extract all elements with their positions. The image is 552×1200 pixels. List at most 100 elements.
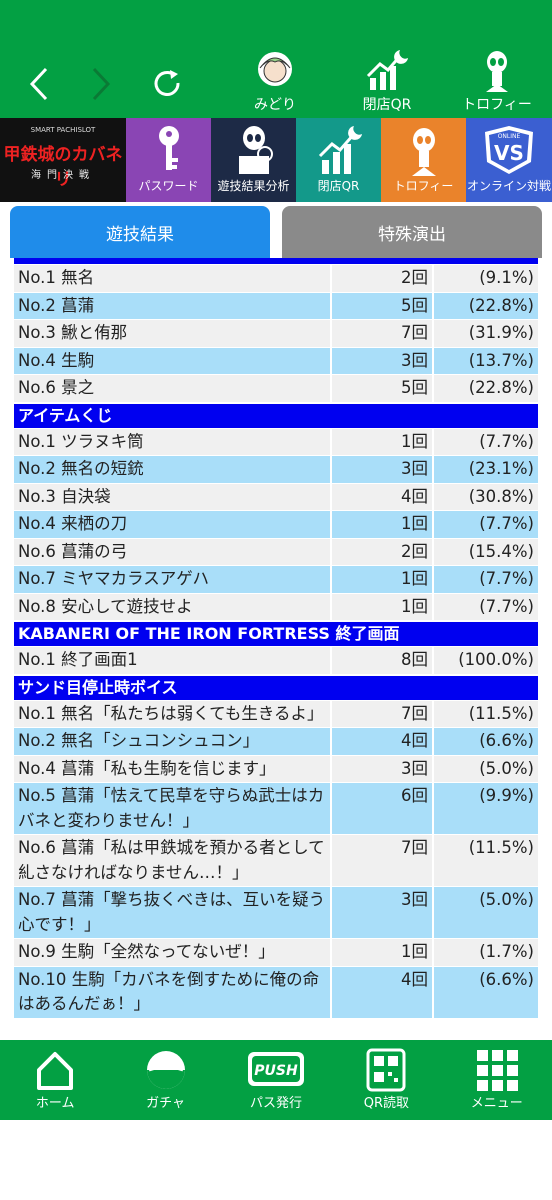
item-name: No.8 安心して遊技せよ [18, 596, 193, 616]
item-name: No.6 菖蒲「私は甲鉄城を預かる者として糺さなければなりません…！」 [18, 838, 325, 882]
count: 7回 [330, 320, 432, 347]
tile-label: パスワード [138, 179, 199, 193]
percentage: (7.7%) [432, 428, 538, 455]
nav-qr[interactable]: QR読取 [331, 1040, 441, 1120]
nav-midori[interactable]: みどり [230, 48, 320, 114]
nav-label: ホーム [35, 1096, 75, 1111]
nav-label: トロフィー [462, 97, 532, 113]
logo-subtitle: 海門決戦 [31, 170, 95, 181]
count: 3回 [330, 887, 432, 938]
result-row: No.1 無名「私たちは弱くても生きるよ」 7回 (11.5%) [14, 699, 538, 727]
tab-inactive[interactable]: 特殊演出 [282, 206, 542, 258]
nav-closing-qr[interactable]: 閉店QR [342, 48, 432, 114]
result-row: No.6 菖蒲「私は甲鉄城を預かる者として糺さなければなりません…！」 7回 (11… [14, 834, 538, 886]
back-button[interactable] [26, 66, 52, 102]
section-header: KABANERI OF THE IRON FORTRESS 終了画面 [14, 622, 538, 646]
percentage: (100.0%) [432, 647, 538, 674]
percentage: (7.7%) [432, 593, 538, 620]
push-icon-text: PUSH [254, 1063, 298, 1079]
result-row: No.10 生駒「カバネを倒すために俺の命はあるんだぁ！」 4回 (6.6%) [14, 965, 538, 1018]
percentage: (31.9%) [432, 320, 538, 347]
percentage: (11.5%) [432, 700, 538, 727]
count: 2回 [330, 265, 432, 292]
item-name: No.4 生駒 [18, 350, 95, 370]
count: 2回 [330, 538, 432, 565]
count: 8回 [330, 647, 432, 674]
nav-gacha[interactable]: ガチャ [110, 1040, 220, 1120]
item-name: No.1 無名 [18, 268, 95, 287]
nav-label: ガチャ [146, 1096, 186, 1111]
count: 7回 [330, 700, 432, 727]
count: 5回 [330, 292, 432, 319]
nav-trophy[interactable]: トロフィー [452, 48, 542, 114]
tile-label: トロフィー [393, 179, 454, 193]
result-table: No.1 無名 2回 (9.1%) No.2 菖蒲 5回 (22.8%) No.3 鰍と侑那… [14, 258, 538, 1018]
item-name: No.7 菖蒲「撃ち抜くべきは、互いを疑う心です！」 [18, 890, 326, 934]
nav-home[interactable]: ホーム [0, 1040, 110, 1120]
result-row: No.5 菖蒲「怯えて民草を守らぬ武士はカバネと変わりません！」 6回 (9.9%) [14, 782, 538, 834]
nav-menu[interactable]: メニュー [442, 1040, 552, 1120]
result-row: No.6 景之 5回 (22.8%) [14, 374, 538, 402]
percentage: (9.1%) [432, 265, 538, 292]
item-name: No.2 無名「シュコンシュコン」 [18, 731, 260, 750]
count: 1回 [330, 428, 432, 455]
tile-label: 閉店QR [317, 179, 360, 193]
count: 4回 [330, 483, 432, 510]
item-name: No.10 生駒「カバネを倒すために俺の命はあるんだぁ！」 [18, 969, 320, 1014]
item-name: No.2 無名の短銃 [18, 459, 144, 478]
nav-label: 閉店QR [362, 97, 412, 113]
logo-title: 甲鉄城のカバネリ [3, 145, 123, 190]
item-name: No.6 景之 [18, 378, 95, 397]
vs-main: VS [494, 141, 524, 165]
top-bar: みどり 閉店QR トロフィー [0, 0, 552, 118]
item-name: No.4 来栖の刀 [18, 514, 128, 533]
item-name: No.2 菖蒲 [18, 295, 95, 315]
count: 1回 [330, 511, 432, 538]
count: 1回 [330, 939, 432, 966]
tile-label: オンライン対戦 [466, 179, 551, 193]
percentage: (6.6%) [432, 966, 538, 1018]
game-logo[interactable]: SMART PACHISLOT 甲鉄城のカバネリ 海門決戦 [0, 118, 126, 202]
percentage: (11.5%) [432, 835, 538, 886]
tab-active[interactable]: 遊技結果 [10, 206, 270, 258]
item-name: No.3 鰍と侑那 [18, 323, 128, 342]
percentage: (1.7%) [432, 939, 538, 966]
tile-analysis[interactable]: 遊技結果分析 [211, 118, 296, 202]
percentage: (22.8%) [432, 375, 538, 402]
reload-button[interactable] [152, 68, 182, 98]
section-header-cut [14, 258, 538, 264]
percentage: (7.7%) [432, 566, 538, 593]
result-row: No.3 鰍と侑那 7回 (31.9%) [14, 319, 538, 347]
result-row: No.7 ミヤマカラスアゲハ 1回 (7.7%) [14, 565, 538, 593]
nav-label: QR読取 [363, 1096, 409, 1111]
result-row: No.1 無名 2回 (9.1%) [14, 264, 538, 292]
count: 3回 [330, 755, 432, 782]
percentage: (9.9%) [432, 783, 538, 834]
item-name: No.3 自決袋 [18, 486, 111, 506]
count: 7回 [330, 835, 432, 886]
tile-online[interactable]: ONLINE VS オンライン対戦 [466, 118, 552, 202]
result-row: No.4 菖蒲「私も生駒を信じます」 3回 (5.0%) [14, 754, 538, 782]
forward-button[interactable] [88, 66, 114, 102]
item-name: No.9 生駒「全然なってないぜ！」 [18, 942, 275, 961]
percentage: (23.1%) [432, 456, 538, 483]
tab-bar: 遊技結果 特殊演出 [0, 202, 552, 258]
item-name: No.6 菖蒲の弓 [18, 541, 128, 561]
percentage: (13.7%) [432, 347, 538, 374]
nav-label: メニュー [470, 1096, 523, 1111]
result-row: No.4 来栖の刀 1回 (7.7%) [14, 510, 538, 538]
vs-top: ONLINE [498, 133, 521, 140]
item-name: No.7 ミヤマカラスアゲハ [18, 569, 209, 588]
nav-pass[interactable]: PUSH パス発行 [221, 1040, 331, 1120]
item-name: No.4 菖蒲「私も生駒を信じます」 [18, 758, 276, 778]
result-list: No.1 無名 2回 (9.1%) No.2 菖蒲 5回 (22.8%) No.3 鰍と侑那… [0, 258, 552, 1040]
tile-closing-qr[interactable]: 閉店QR [296, 118, 381, 202]
result-row: No.4 生駒 3回 (13.7%) [14, 346, 538, 374]
count: 6回 [330, 783, 432, 834]
percentage: (6.6%) [432, 728, 538, 755]
tile-trophy[interactable]: トロフィー [381, 118, 466, 202]
nav-label: みどり [254, 97, 296, 113]
count: 1回 [330, 566, 432, 593]
tile-password[interactable]: パスワード [126, 118, 211, 202]
section-header: サンド目停止時ボイス [14, 675, 538, 700]
